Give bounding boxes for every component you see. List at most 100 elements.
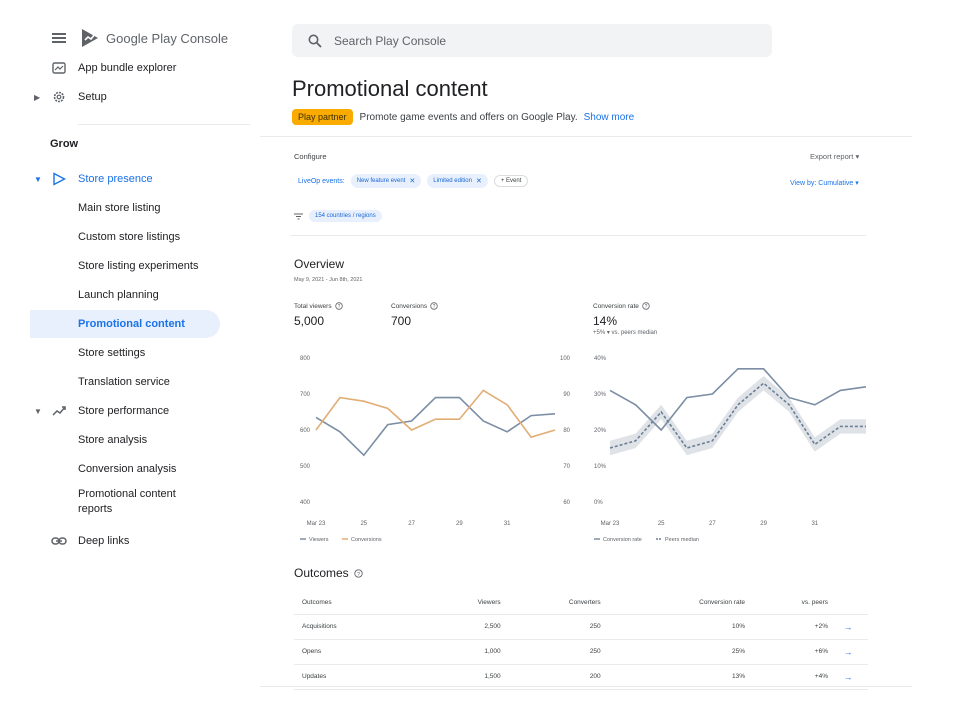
filter-row: 154 countries / regions <box>294 210 382 222</box>
page-description: Promote game events and offers on Google… <box>359 111 578 123</box>
arrow-right-icon[interactable]: → <box>828 614 868 640</box>
chip-label: Limited edition <box>433 178 472 184</box>
search-placeholder[interactable]: Search Play Console <box>334 33 447 48</box>
export-report-label: Export report <box>810 152 854 161</box>
sidebar-item-label: Store presence <box>78 173 153 185</box>
arrow-right-icon[interactable]: → <box>828 664 868 690</box>
search-icon <box>308 34 322 48</box>
show-more-link[interactable]: Show more <box>583 111 635 123</box>
table-row[interactable]: Updates 1,500 200 13% +4% → <box>294 664 868 690</box>
x-tick: 27 <box>709 521 716 527</box>
table-cell: 2,500 <box>428 614 501 640</box>
sidebar-item-label: Custom store listings <box>78 231 181 243</box>
sidebar-item-translation-service[interactable]: Translation service <box>30 368 282 396</box>
column-header: Outcomes <box>294 592 429 615</box>
dropdown-caret-icon: ▾ <box>855 152 860 161</box>
sidebar-item-setup[interactable]: ▶ Setup <box>30 83 282 111</box>
metric-total-viewers: Total viewers ? 5,000 <box>294 302 343 328</box>
sidebar-item-custom-store-listings[interactable]: Custom store listings <box>30 223 282 251</box>
table-cell: 1,000 <box>428 639 501 665</box>
liveop-events-row: LiveOp events: New feature event ✕ Limit… <box>298 174 529 188</box>
add-event-button[interactable]: + Event <box>493 175 529 187</box>
sidebar-item-store-presence[interactable]: ▼ Store presence <box>30 165 282 193</box>
sidebar-item-store-settings[interactable]: Store settings <box>30 339 282 367</box>
link-icon <box>50 532 68 550</box>
help-icon[interactable]: ? <box>334 302 343 310</box>
filter-icon[interactable] <box>294 213 303 220</box>
bottom-divider <box>260 686 912 687</box>
trending-up-icon <box>50 402 68 420</box>
sidebar-item-label: Store listing experiments <box>78 260 199 272</box>
metric-conversion-rate: Conversion rate ? 14% <box>593 302 650 328</box>
y-tick-left: 400 <box>300 500 311 506</box>
sidebar-item-store-listing-experiments[interactable]: Store listing experiments <box>30 252 282 280</box>
x-tick: 25 <box>360 521 367 527</box>
sidebar-item-launch-planning[interactable]: Launch planning <box>30 281 282 309</box>
sidebar-item-conversion-analysis[interactable]: Conversion analysis <box>30 455 282 483</box>
collapse-caret-icon[interactable]: ▼ <box>34 174 42 184</box>
event-chip-limited-edition[interactable]: Limited edition ✕ <box>427 174 488 188</box>
dropdown-caret-icon: ▾ <box>855 180 859 187</box>
series-line-peers-median <box>609 382 866 449</box>
export-report-button[interactable]: Export report ▾ <box>810 152 859 161</box>
arrow-right-icon[interactable]: → <box>828 639 868 665</box>
table-cell: +6% <box>745 639 828 665</box>
x-tick: 27 <box>408 521 415 527</box>
search-bar[interactable]: Search Play Console <box>292 24 772 57</box>
column-header: Converters <box>500 592 601 615</box>
sidebar-item-deep-links[interactable]: Deep links <box>30 527 282 555</box>
countries-filter-chip[interactable]: 154 countries / regions <box>309 210 382 222</box>
play-icon <box>50 170 68 188</box>
sidebar-item-promotional-content[interactable]: Promotional content <box>30 310 220 338</box>
sidebar-item-label: Store performance <box>78 405 170 417</box>
close-icon[interactable]: ✕ <box>475 178 482 185</box>
event-chip-new-feature[interactable]: New feature event ✕ <box>350 174 422 188</box>
metric-label: Conversions <box>391 302 428 310</box>
view-by-dropdown[interactable]: View by: Cumulative ▾ <box>790 179 859 187</box>
column-header: Conversion rate <box>600 592 746 615</box>
sidebar-item-promotional-content-reports[interactable]: Promotional content reports <box>30 484 282 520</box>
table-cell: 250 <box>500 614 601 640</box>
sidebar-item-label: Store settings <box>78 347 146 359</box>
sidebar-item-main-store-listing[interactable]: Main store listing <box>30 194 282 222</box>
metric-value: 700 <box>391 314 412 328</box>
y-tick-left: 700 <box>300 392 311 398</box>
gear-icon <box>50 88 68 106</box>
collapse-caret-icon[interactable]: ▼ <box>34 406 42 416</box>
table-cell: 250 <box>500 639 601 665</box>
y-tick-right: 100 <box>560 356 571 362</box>
y-tick: 20% <box>594 428 607 434</box>
legend-label: Conversion rate <box>603 537 642 543</box>
table-cell: Opens <box>294 639 429 665</box>
help-icon[interactable]: ? <box>642 302 650 310</box>
x-tick: Mar 23 <box>307 521 326 527</box>
series-line-viewers <box>315 396 556 457</box>
app-title: Google Play Console <box>106 30 229 46</box>
x-tick: 29 <box>760 521 767 527</box>
x-tick: Mar 23 <box>601 521 620 527</box>
close-icon[interactable]: ✕ <box>409 178 416 185</box>
y-tick-right: 90 <box>563 392 570 398</box>
sidebar: Google Play Console App bundle explorer … <box>30 18 282 566</box>
table-row[interactable]: Acquisitions 2,500 250 10% +2% → <box>294 614 868 640</box>
menu-icon[interactable] <box>52 33 66 43</box>
expand-caret-icon[interactable]: ▶ <box>34 92 41 102</box>
help-icon[interactable]: ? <box>430 302 438 310</box>
plus-icon: + <box>500 178 505 184</box>
y-tick-right: 60 <box>563 500 570 506</box>
sidebar-item-app-bundle-explorer[interactable]: App bundle explorer <box>30 54 282 82</box>
sidebar-item-store-performance[interactable]: ▼ Store performance <box>30 397 282 425</box>
view-by-label: View by: Cumulative <box>790 180 854 187</box>
table-cell: Acquisitions <box>294 614 429 640</box>
partner-banner: Play partner Promote game events and off… <box>292 109 634 125</box>
help-icon[interactable]: ? <box>354 568 363 578</box>
table-cell: 200 <box>500 664 601 690</box>
sidebar-item-label: Main store listing <box>78 202 161 214</box>
legend-label: Peers median <box>665 537 699 543</box>
svg-text:?: ? <box>337 304 340 310</box>
sidebar-item-label: Translation service <box>78 376 170 388</box>
legend-label: Viewers <box>309 537 329 543</box>
metric-label: Conversion rate <box>593 302 639 310</box>
table-row[interactable]: Opens 1,000 250 25% +6% → <box>294 639 868 665</box>
sidebar-item-store-analysis[interactable]: Store analysis <box>30 426 282 454</box>
